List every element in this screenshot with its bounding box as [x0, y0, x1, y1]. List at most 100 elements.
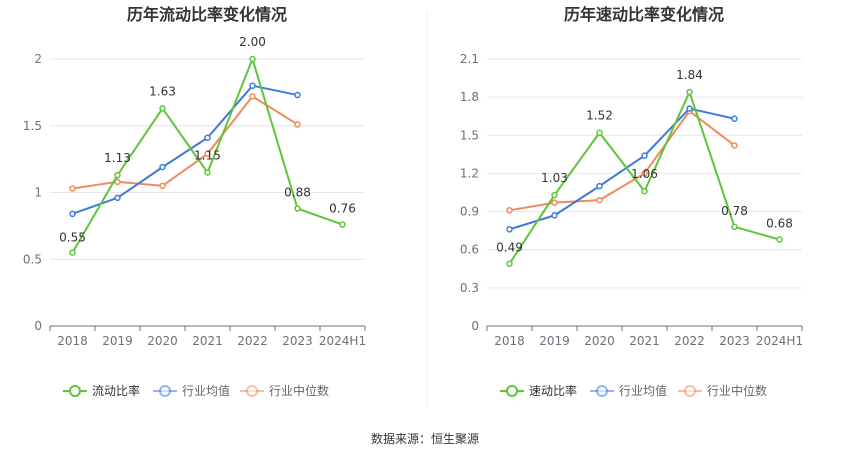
series-2-point: [686, 105, 693, 112]
y-tick-label: 0.9: [460, 205, 479, 219]
legend-item-2: 行业均值: [153, 383, 230, 398]
series-3-point: [731, 142, 738, 149]
series-3-point: [114, 178, 121, 186]
series-2-point: [641, 152, 648, 159]
series-2-point: [204, 134, 211, 142]
legend-swatch-marker: [684, 385, 696, 397]
series-2-point: [506, 226, 513, 233]
x-tick-label: 2023: [282, 334, 313, 348]
legend-label: 行业均值: [182, 383, 230, 398]
series-1-point: [731, 223, 738, 231]
data-label: 0.49: [496, 241, 523, 255]
series-3-point: [294, 121, 301, 128]
series-1-point: [641, 187, 648, 195]
x-tick-label: 2022: [674, 334, 705, 348]
y-tick-label: 2.1: [460, 52, 479, 66]
series-3-point: [506, 207, 513, 214]
data-label: 0.76: [329, 202, 356, 216]
series-line-2: [509, 107, 735, 231]
legend-label: 行业中位数: [269, 383, 329, 398]
x-tick-label: 2020: [147, 334, 178, 348]
legend-item-1: 流动比率: [63, 383, 140, 398]
series-3-point: [204, 150, 211, 158]
series-2-point: [731, 115, 738, 123]
series-3-point: [596, 196, 603, 204]
source-note: 数据来源：恒生聚源: [371, 431, 479, 446]
y-tick-label: 1: [34, 186, 42, 200]
chart-panel-2: 历年速动比率变化情况 0 0.3 0.6 0.9 1.2 1.5 1.8 2.1 2018 2019…: [460, 5, 803, 398]
legend-label: 速动比率: [529, 383, 577, 398]
y-tick-label: 0.6: [460, 243, 479, 257]
legend-swatch-marker: [506, 385, 518, 397]
legend-item-3: 行业中位数: [678, 383, 767, 398]
data-label: 0.88: [284, 186, 311, 200]
legend-item-1: 速动比率: [500, 383, 577, 398]
legend-swatch-marker: [159, 385, 171, 397]
legend-label: 流动比率: [92, 383, 140, 398]
series-3-point: [641, 170, 648, 177]
series-2-point: [294, 91, 301, 99]
y-tick-label: 1.8: [460, 90, 479, 104]
data-label: 0.55: [59, 231, 86, 245]
chart-title: 历年速动比率变化情况: [564, 5, 724, 24]
series-1-point: [204, 169, 211, 176]
data-label: 2.00: [239, 35, 266, 49]
legend-swatch-marker: [596, 385, 608, 397]
series-1-point: [686, 88, 693, 96]
series-3-point: [551, 199, 558, 206]
legend-swatch-marker: [69, 385, 81, 397]
series-3-point: [69, 185, 76, 192]
series-2-point: [69, 210, 76, 218]
legend-item-2: 行业均值: [590, 383, 667, 398]
series-2-point: [596, 182, 603, 190]
series-line-3: [72, 95, 299, 190]
series-1-point: [114, 171, 121, 179]
y-tick-label: 0.5: [23, 252, 42, 266]
x-tick-label: 2021: [629, 334, 660, 348]
legend-label: 行业中位数: [707, 383, 767, 398]
series-3-point: [159, 182, 166, 190]
data-label: 1.03: [541, 171, 568, 185]
x-tick-label: 2022: [237, 334, 268, 348]
y-tick-label: 0: [34, 319, 42, 333]
series-1-point: [551, 191, 558, 199]
series-1-point: [294, 205, 301, 212]
x-tick-label: 2019: [102, 334, 133, 348]
y-tick-label: 1.5: [23, 119, 42, 133]
series-3-point: [249, 93, 256, 100]
x-tick-label: 2023: [719, 334, 750, 348]
y-tick-label: 2: [34, 52, 42, 66]
series-1-point: [69, 249, 76, 256]
data-label: 1.84: [676, 68, 703, 82]
series-1-point: [339, 221, 346, 228]
data-label: 0.78: [721, 204, 748, 218]
x-tick-label: 2019: [539, 334, 570, 348]
y-tick-label: 0.3: [460, 281, 479, 295]
y-tick-label: 1.2: [460, 166, 479, 180]
x-tick-label: 2020: [584, 334, 615, 348]
chart-title: 历年流动比率变化情况: [127, 5, 287, 24]
series-2-point: [159, 163, 166, 171]
series-2-point: [114, 194, 121, 202]
legend-swatch-marker: [246, 385, 258, 397]
legend-item-3: 行业中位数: [240, 383, 329, 398]
series-1-point: [506, 260, 513, 267]
x-tick-label: 2018: [57, 334, 88, 348]
legend-label: 行业均值: [619, 383, 667, 398]
data-label: 1.06: [631, 167, 658, 181]
data-label: 0.68: [766, 217, 793, 231]
chart-panel-1: 历年流动比率变化情况 0 0.5 1 1.5 2 2018 2019 2020 2021 2022 2…: [23, 5, 366, 398]
y-tick-label: 0: [471, 319, 479, 333]
series-1-point: [596, 129, 603, 136]
x-tick-label: 2024H1: [756, 334, 803, 348]
series-1-point: [159, 105, 166, 112]
data-label: 1.52: [586, 109, 613, 123]
data-label: 1.15: [194, 148, 221, 162]
series-1-point: [776, 236, 783, 243]
data-label: 1.63: [149, 84, 176, 98]
series-1-point: [249, 55, 256, 63]
data-label: 1.13: [104, 151, 131, 165]
x-tick-label: 2024H1: [319, 334, 366, 348]
